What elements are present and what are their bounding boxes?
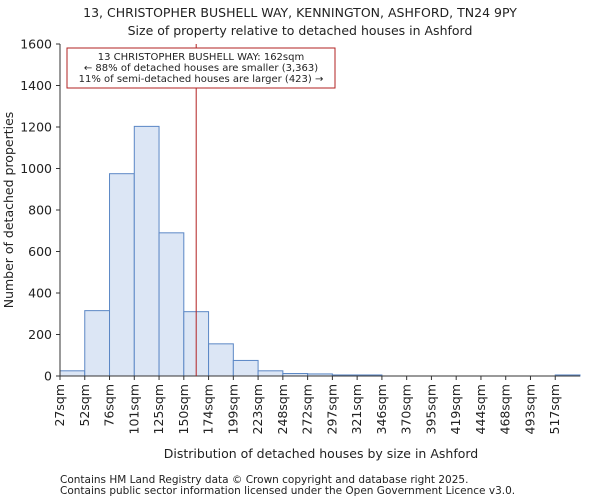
bar-76sqm — [109, 173, 135, 377]
annotation-line3: 11% of semi-detached houses are larger (… — [79, 74, 324, 85]
footer-line2: Contains public sector information licen… — [60, 485, 515, 497]
chart-title-line2: Size of property relative to detached ho… — [128, 23, 473, 38]
annotation-line1: 13 CHRISTOPHER BUSHELL WAY: 162sqm — [98, 52, 304, 63]
x-tick-label: 150sqm — [176, 384, 191, 434]
y-tick-label: 800 — [28, 203, 52, 218]
bar-125sqm — [158, 232, 185, 377]
x-axis-label: Distribution of detached houses by size … — [164, 446, 478, 461]
x-tick-label: 223sqm — [250, 384, 265, 434]
plot-area: 0 200 400 600 800 1000 1200 1400 1600 27sqm 52sqm 7… — [20, 37, 581, 434]
y-tick-label: 1400 — [20, 78, 52, 93]
x-tick-label: 321sqm — [349, 384, 364, 434]
y-tick-label: 200 — [28, 327, 52, 342]
y-tick-label: 1200 — [20, 120, 52, 135]
x-tick-label: 346sqm — [374, 384, 389, 434]
bar-223sqm — [257, 370, 284, 377]
x-tick-label: 297sqm — [324, 384, 339, 434]
bar-27sqm — [59, 370, 86, 377]
x-tick-label: 444sqm — [473, 384, 488, 434]
bar-174sqm — [208, 343, 234, 377]
y-tick-label: 1000 — [20, 161, 52, 176]
x-tick-label: 370sqm — [399, 384, 414, 434]
bar-199sqm — [232, 359, 259, 377]
x-tick-label: 468sqm — [498, 384, 513, 434]
y-tick-label: 600 — [28, 244, 52, 259]
footer-line1: Contains HM Land Registry data © Crown c… — [60, 474, 468, 486]
bar-101sqm — [133, 125, 160, 377]
x-tick-label: 174sqm — [201, 384, 216, 434]
x-tick-label: 125sqm — [151, 384, 166, 434]
x-tick-label: 395sqm — [423, 384, 438, 434]
x-tick-label: 419sqm — [448, 384, 463, 434]
x-tick-label: 199sqm — [225, 384, 240, 434]
x-tick-label: 248sqm — [275, 384, 290, 434]
annotation-line2: ← 88% of detached houses are smaller (3,… — [84, 63, 318, 74]
x-tick-label: 517sqm — [547, 384, 562, 434]
y-tick-label: 0 — [44, 369, 52, 384]
x-tick-label: 272sqm — [300, 384, 315, 434]
x-tick-label: 76sqm — [102, 384, 117, 427]
y-axis-label: Number of detached properties — [1, 112, 16, 309]
chart-title-line1: 13, CHRISTOPHER BUSHELL WAY, KENNINGTON,… — [83, 5, 517, 20]
bar-52sqm — [84, 310, 111, 377]
x-tick-label: 493sqm — [522, 384, 537, 434]
annotation-box — [66, 47, 336, 89]
x-tick-label: 27sqm — [52, 384, 67, 427]
x-tick-label: 52sqm — [77, 384, 92, 427]
y-tick-label: 1600 — [20, 37, 52, 52]
x-tick-label: 101sqm — [126, 384, 141, 434]
y-tick-label: 400 — [28, 286, 52, 301]
